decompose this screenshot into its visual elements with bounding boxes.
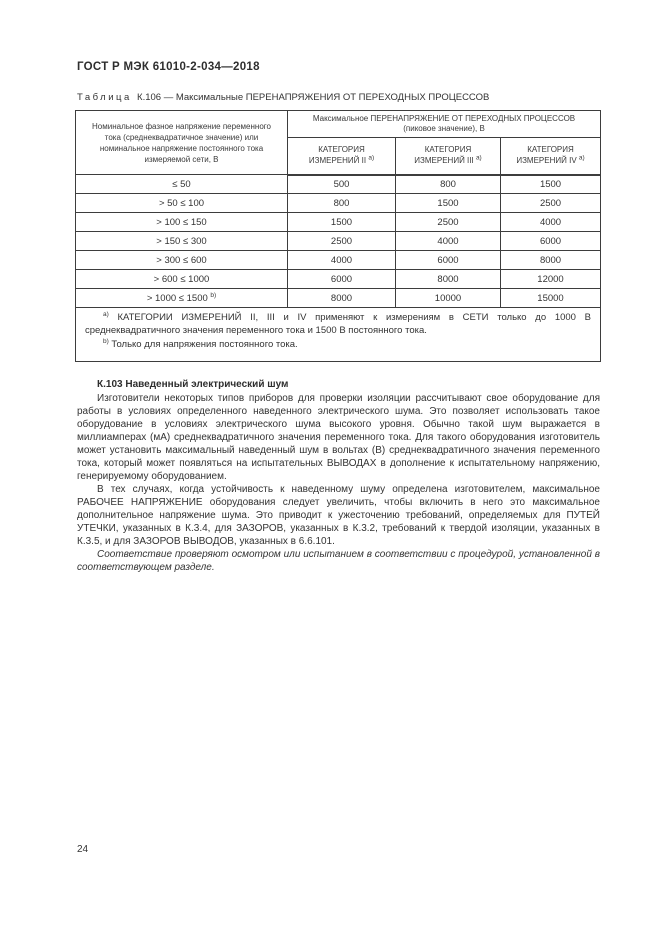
- voltage-range-cell: > 150 ≤ 300: [75, 231, 288, 251]
- overvoltage-group-header-line1: Максимальное ПЕРЕНАПРЯЖЕНИЕ ОТ ПЕРЕХОДНЫ…: [312, 114, 576, 123]
- category-ii-header: КАТЕГОРИЯ ИЗМЕРЕНИЙ II a): [287, 137, 396, 176]
- overvoltage-value-cell: 800: [395, 174, 501, 194]
- voltage-range-cell: > 1000 ≤ 1500 b): [75, 288, 288, 308]
- overvoltage-value-cell: 1500: [395, 193, 501, 213]
- table-row: > 150 ≤ 300 2500 4000 6000: [75, 231, 602, 251]
- footnote-a-marker: a): [103, 310, 109, 318]
- overvoltage-value-cell: 6000: [287, 269, 396, 289]
- table-footnote-row: a) КАТЕГОРИИ ИЗМЕРЕНИЙ II, III и IV прим…: [74, 307, 602, 362]
- table-header-row-group: Номинальное фазное напряжение переменног…: [75, 110, 602, 175]
- overvoltage-value-cell: 8000: [395, 269, 501, 289]
- overvoltage-group-header-line2: (пиковое значение), В: [403, 124, 485, 133]
- table-caption-label: Таблица: [77, 92, 132, 103]
- table-row: ≤ 50 500 800 1500: [75, 174, 602, 194]
- table-row: > 50 ≤ 100 800 1500 2500: [75, 193, 602, 213]
- footnote-ref-a: a): [368, 154, 375, 162]
- category-iv-header-line2: ИЗМЕРЕНИЙ IV a): [516, 154, 585, 165]
- table-row: > 300 ≤ 600 4000 6000 8000: [75, 250, 602, 270]
- overvoltage-value-cell: 2500: [287, 231, 396, 251]
- body-paragraph-1: Изготовители некоторых типов приборов дл…: [77, 393, 600, 482]
- table-caption-title: Максимальные ПЕРЕНАПРЯЖЕНИЯ ОТ ПЕРЕХОДНЫ…: [175, 92, 490, 103]
- category-ii-header-line1: КАТЕГОРИЯ: [318, 145, 365, 155]
- section-heading: К.103 Наведенный электрический шум: [97, 379, 289, 390]
- document-code: ГОСТ Р МЭК 61010-2-034—2018: [77, 61, 260, 73]
- overvoltage-value-cell: 1500: [287, 212, 396, 232]
- footnote-ref-a: a): [475, 154, 482, 162]
- overvoltage-value-cell: 15000: [499, 288, 602, 308]
- overvoltage-value-cell: 800: [287, 193, 396, 213]
- overvoltage-value-cell: 4000: [287, 250, 396, 270]
- table-footnotes: a) КАТЕГОРИИ ИЗМЕРЕНИЙ II, III и IV прим…: [74, 307, 602, 362]
- category-iii-header-line2: ИЗМЕРЕНИЙ III a): [414, 154, 482, 165]
- footnote-b-marker: b): [103, 337, 109, 345]
- footnote-a-text: КАТЕГОРИИ ИЗМЕРЕНИЙ II, III и IV применя…: [85, 312, 592, 336]
- overvoltage-value-cell: 4000: [395, 231, 501, 251]
- voltage-range-cell: > 300 ≤ 600: [75, 250, 288, 270]
- category-iii-header: КАТЕГОРИЯ ИЗМЕРЕНИЙ III a): [395, 137, 501, 176]
- footnote-b: b) Только для напряжения постоянного ток…: [85, 337, 591, 352]
- table-caption-number: К.106: [137, 92, 162, 103]
- overvoltage-value-cell: 8000: [287, 288, 396, 308]
- overvoltage-value-cell: 1500: [499, 174, 602, 194]
- body-paragraph-2: В тех случаях, когда устойчивость к наве…: [77, 484, 600, 547]
- footnote-ref-b: b): [210, 291, 217, 299]
- overvoltage-group-header: Максимальное ПЕРЕНАПРЯЖЕНИЕ ОТ ПЕРЕХОДНЫ…: [286, 110, 602, 138]
- table-caption-dash: —: [163, 92, 174, 103]
- overvoltage-value-cell: 4000: [499, 212, 602, 232]
- voltage-range-cell: > 50 ≤ 100: [75, 193, 288, 213]
- category-ii-header-line2: ИЗМЕРЕНИЙ II a): [308, 154, 375, 165]
- table-row: > 600 ≤ 1000 6000 8000 12000: [75, 269, 602, 289]
- category-iii-header-line1: КАТЕГОРИЯ: [424, 145, 472, 155]
- compliance-paragraph: Соответствие проверяют осмотром или испы…: [77, 549, 600, 573]
- overvoltage-value-cell: 500: [287, 174, 396, 194]
- overvoltage-value-cell: 8000: [499, 250, 602, 270]
- overvoltage-value-cell: 10000: [395, 288, 501, 308]
- footnote-b-text: Только для напряжения постоянного тока.: [108, 339, 298, 350]
- voltage-range-cell: > 600 ≤ 1000: [75, 269, 288, 289]
- category-iv-header: КАТЕГОРИЯ ИЗМЕРЕНИЙ IV a): [499, 137, 602, 176]
- overvoltage-value-cell: 12000: [499, 269, 602, 289]
- voltage-range-cell: > 100 ≤ 150: [75, 212, 288, 232]
- footnote-a: a) КАТЕГОРИИ ИЗМЕРЕНИЙ II, III и IV прим…: [85, 310, 592, 337]
- footnote-ref-a: a): [578, 154, 585, 162]
- overvoltage-table: Номинальное фазное напряжение переменног…: [74, 110, 602, 362]
- table-row: > 1000 ≤ 1500 b) 8000 10000 15000: [75, 288, 602, 308]
- page-number: 24: [77, 844, 89, 855]
- overvoltage-value-cell: 2500: [499, 193, 602, 213]
- overvoltage-value-cell: 6000: [395, 250, 501, 270]
- table-header-row-categories: КАТЕГОРИЯ ИЗМЕРЕНИЙ II a) КАТЕГОРИЯ ИЗМЕ…: [76, 137, 602, 176]
- table-caption: Таблица К.106 — Максимальные ПЕРЕНАПРЯЖЕ…: [77, 92, 489, 103]
- section-k103: К.103 Наведенный электрический шум Изгот…: [77, 378, 600, 574]
- table-row: > 100 ≤ 150 1500 2500 4000: [75, 212, 602, 232]
- voltage-range-column-header: Номинальное фазное напряжение переменног…: [75, 110, 288, 175]
- category-iv-header-line1: КАТЕГОРИЯ: [527, 145, 574, 155]
- overvoltage-value-cell: 2500: [395, 212, 501, 232]
- overvoltage-value-cell: 6000: [499, 231, 602, 251]
- voltage-range-cell: ≤ 50: [75, 174, 288, 194]
